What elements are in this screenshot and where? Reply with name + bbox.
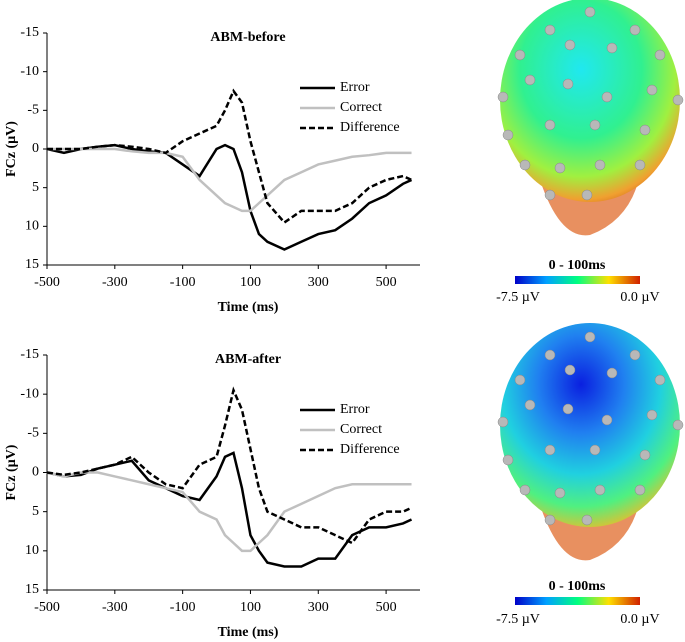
y-tick-label: -10 <box>20 64 39 79</box>
series-line <box>47 147 412 213</box>
line-chart: -15 -10 -5 0 5 10 15 -500 -300 -100 100 300 500 ABM-a… <box>4 347 420 640</box>
colorbar-min: -7.5 µV <box>496 612 540 627</box>
electrodes <box>497 6 684 201</box>
x-tick-label: -500 <box>34 275 60 290</box>
series-line <box>46 143 413 251</box>
x-tick-label: -300 <box>102 600 128 615</box>
x-tick-label: -100 <box>170 600 196 615</box>
x-tick-label: 100 <box>240 600 261 615</box>
y-tick-label: -15 <box>20 25 39 40</box>
colorbar <box>515 597 640 605</box>
x-tick-label: 300 <box>308 600 329 615</box>
series-line <box>46 451 413 568</box>
y-tick-label: 15 <box>25 257 39 272</box>
y-axis-label: FCz (µV) <box>4 444 19 500</box>
scalp-map <box>500 323 680 527</box>
x-tick-label: -100 <box>170 275 196 290</box>
chart-title: ABM-after <box>215 352 281 367</box>
y-tick-label: 0 <box>32 465 39 480</box>
x-tick-label: -300 <box>102 275 128 290</box>
colorbar-max: 0.0 µV <box>620 290 659 305</box>
y-tick-label: 10 <box>25 543 39 558</box>
legend-label: Correct <box>340 100 382 115</box>
topomap-before: 0 - 100ms -7.5 µV 0.0 µV <box>496 0 684 305</box>
y-tick-label: -15 <box>20 347 39 362</box>
legend-label: Difference <box>340 120 400 135</box>
colorbar-min: -7.5 µV <box>496 290 540 305</box>
chart-title: ABM-before <box>210 30 285 45</box>
series-line <box>46 386 413 545</box>
line-chart: -15 -10 -5 0 5 10 15 -500 -300 -100 100 300 500 ABM-b… <box>4 25 420 315</box>
x-tick-label: 500 <box>376 275 397 290</box>
colorbar-max: 0.0 µV <box>620 612 659 627</box>
electrodes <box>497 331 684 526</box>
y-tick-label: -5 <box>27 426 39 441</box>
y-tick-label: -5 <box>27 103 39 118</box>
x-tick-label: -500 <box>34 600 60 615</box>
legend-label: Difference <box>340 442 400 457</box>
legend-label: Error <box>340 80 370 95</box>
y-tick-label: 5 <box>32 180 39 195</box>
y-tick-label: 0 <box>32 141 39 156</box>
colorbar <box>515 276 640 284</box>
y-axis-label: FCz (µV) <box>4 121 19 177</box>
time-window: 0 - 100ms <box>549 258 606 273</box>
legend-label: Error <box>340 402 370 417</box>
y-tick-label: 5 <box>32 504 39 519</box>
x-tick-label: 100 <box>240 275 261 290</box>
topomap-after: 0 - 100ms -7.5 µV 0.0 µV <box>496 323 684 627</box>
y-tick-label: 15 <box>25 582 39 597</box>
y-tick-label: 10 <box>25 219 39 234</box>
x-tick-label: 500 <box>376 600 397 615</box>
x-axis-label: Time (ms) <box>218 625 279 640</box>
series-line <box>46 471 412 553</box>
x-tick-label: 300 <box>308 275 329 290</box>
scalp-map <box>500 0 680 202</box>
y-tick-label: -10 <box>20 386 39 401</box>
time-window: 0 - 100ms <box>549 579 606 594</box>
x-axis-label: Time (ms) <box>218 300 279 315</box>
legend-label: Correct <box>340 422 382 437</box>
